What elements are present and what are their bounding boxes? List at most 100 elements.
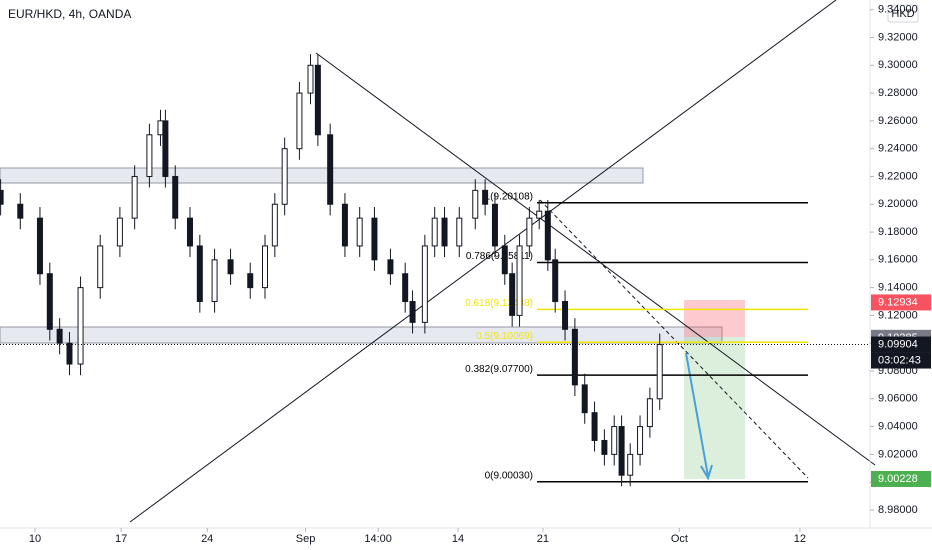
y-tick-label: 9.32000 bbox=[878, 31, 918, 43]
candle-body bbox=[421, 245, 428, 323]
y-tick-label: 9.34000 bbox=[878, 4, 918, 16]
zone bbox=[0, 326, 723, 344]
candle-body bbox=[409, 301, 416, 323]
fib-label: 1(9.20108) bbox=[485, 191, 533, 202]
x-tick-label: 14 bbox=[452, 533, 464, 545]
candle-body bbox=[491, 203, 498, 247]
candle-body bbox=[544, 210, 551, 261]
y-tick-label: 9.14000 bbox=[878, 282, 918, 294]
candle-body bbox=[646, 398, 653, 428]
candle-body bbox=[536, 210, 543, 219]
x-tick-label: Sep bbox=[296, 533, 316, 545]
price-tag bbox=[871, 294, 931, 311]
x-tick-label: 24 bbox=[201, 533, 213, 545]
candle-body bbox=[472, 189, 479, 219]
candle-body bbox=[356, 217, 363, 247]
candle-body bbox=[261, 245, 268, 289]
y-tick-label: 9.20000 bbox=[878, 198, 918, 210]
candle-body bbox=[562, 301, 569, 330]
candle-body bbox=[441, 217, 448, 247]
candle-body bbox=[271, 203, 278, 247]
candle-body bbox=[656, 344, 663, 400]
fib-label: 0.786(9.15811) bbox=[466, 251, 533, 262]
candle-body bbox=[157, 120, 164, 136]
y-tick-label: 9.26000 bbox=[878, 115, 918, 127]
price-tag bbox=[871, 336, 931, 353]
fib-label: 0.5(9.10069) bbox=[476, 331, 533, 342]
candle-body bbox=[509, 273, 516, 316]
candle-body bbox=[77, 287, 84, 365]
candle-body bbox=[146, 134, 153, 177]
candle-body bbox=[172, 175, 179, 219]
trend-line bbox=[129, 0, 837, 523]
price-tag-label: 9.09904 bbox=[878, 338, 918, 350]
candle-body bbox=[618, 426, 625, 476]
candle-body bbox=[387, 259, 394, 275]
price-tag-label: 9.00228 bbox=[878, 473, 918, 485]
candle-body bbox=[327, 134, 334, 205]
y-tick-label: 8.98000 bbox=[878, 504, 918, 516]
candle-body bbox=[402, 273, 409, 303]
candle-body bbox=[281, 148, 288, 205]
candle-body bbox=[131, 175, 138, 219]
x-tick-label: 12 bbox=[794, 533, 806, 545]
candle-body bbox=[482, 189, 489, 205]
candle-body bbox=[17, 203, 24, 219]
candle-body bbox=[66, 342, 73, 365]
candle-body bbox=[611, 426, 618, 455]
candle-body bbox=[211, 259, 218, 303]
candle-body bbox=[501, 245, 508, 275]
candle-body bbox=[552, 259, 559, 303]
candle-body bbox=[526, 217, 533, 247]
candle-body bbox=[431, 217, 438, 247]
y-tick-label: 9.24000 bbox=[878, 143, 918, 155]
y-tick-label: 9.02000 bbox=[878, 448, 918, 460]
countdown-box bbox=[871, 352, 931, 369]
x-tick-label: 10 bbox=[29, 533, 41, 545]
x-tick-label: 21 bbox=[537, 533, 549, 545]
candle-body bbox=[227, 259, 234, 275]
y-tick-label: 9.18000 bbox=[878, 226, 918, 238]
y-tick-label: 9.12000 bbox=[878, 309, 918, 321]
candle-body bbox=[581, 384, 588, 414]
candle-body bbox=[196, 245, 203, 303]
y-tick-label: 9.30000 bbox=[878, 59, 918, 71]
currency-box[interactable] bbox=[887, 4, 919, 23]
target-zone bbox=[684, 337, 745, 479]
candle-body bbox=[162, 120, 169, 177]
candle-body bbox=[627, 453, 634, 476]
candle-body bbox=[56, 328, 63, 344]
candle-body bbox=[601, 439, 608, 455]
arrow-head bbox=[700, 464, 713, 481]
y-tick-label: 9.16000 bbox=[878, 254, 918, 266]
arrow bbox=[685, 352, 709, 477]
chart-title: EUR/HKD, 4h, OANDA bbox=[8, 7, 131, 21]
y-tick-label: 9.04000 bbox=[878, 420, 918, 432]
candle-body bbox=[247, 273, 254, 289]
candle-body bbox=[186, 217, 193, 247]
fib-label: 0(9.00030) bbox=[485, 470, 533, 481]
candle-body bbox=[0, 189, 4, 205]
candle-body bbox=[591, 412, 598, 441]
y-tick-label: 9.22000 bbox=[878, 170, 918, 182]
trend-line bbox=[315, 52, 876, 466]
y-tick-label: 9.06000 bbox=[878, 393, 918, 405]
price-tag bbox=[871, 470, 931, 487]
drawings bbox=[0, 0, 876, 523]
candle-body bbox=[116, 217, 123, 247]
stop-zone bbox=[684, 300, 745, 337]
candle-body bbox=[97, 245, 104, 289]
currency[interactable]: HKD bbox=[891, 8, 914, 20]
candle-body bbox=[516, 245, 523, 316]
candle-body bbox=[371, 217, 378, 261]
x-tick-label: 14:00 bbox=[364, 533, 392, 545]
y-tick-label: 9.28000 bbox=[878, 87, 918, 99]
candle-body bbox=[307, 64, 314, 94]
price-tag-label: 9.12934 bbox=[878, 296, 918, 308]
candle-body bbox=[46, 273, 53, 330]
trend-line bbox=[539, 199, 809, 479]
x-tick-label: Oct bbox=[671, 533, 688, 545]
candle-body bbox=[296, 92, 303, 150]
